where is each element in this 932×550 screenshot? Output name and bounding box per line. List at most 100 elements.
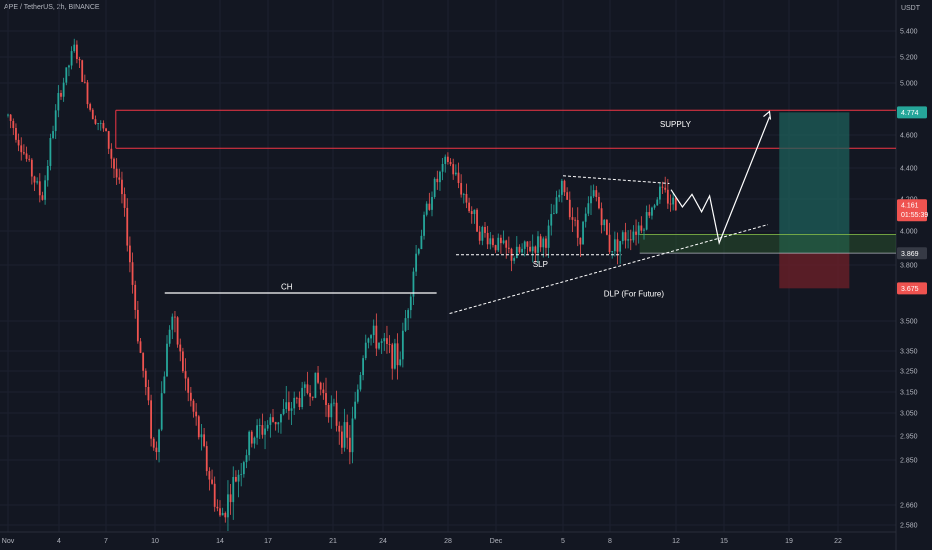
time-tick-label[interactable]: 21 xyxy=(329,538,337,545)
candle-body xyxy=(489,238,492,245)
price-tick-label[interactable]: 5.000 xyxy=(900,81,918,88)
candle-body xyxy=(288,402,290,411)
time-tick-label[interactable]: 28 xyxy=(444,538,452,545)
candle-body xyxy=(629,239,632,241)
candle-body xyxy=(399,359,402,366)
candle-body xyxy=(515,246,518,259)
candle-body xyxy=(386,338,388,344)
price-tick-label[interactable]: 5.200 xyxy=(900,55,918,62)
price-tick-label[interactable]: 4.600 xyxy=(900,133,918,140)
candle-body xyxy=(606,219,608,235)
slp-label: SLP xyxy=(533,260,548,269)
price-tick-label[interactable]: 2.950 xyxy=(900,434,918,441)
candle-body xyxy=(523,241,526,249)
candle-body xyxy=(383,338,386,342)
candle-body xyxy=(621,232,624,242)
price-axis[interactable]: 5.4005.2005.0004.6004.4004.2004.0003.800… xyxy=(897,29,928,530)
candle-body xyxy=(600,208,603,226)
time-axis[interactable]: Nov 4 7 10 14 17 21 24 28 Dec 5 8 12 15 19 22 xyxy=(2,538,842,545)
candle-body xyxy=(672,197,675,205)
candle-body xyxy=(166,343,168,377)
price-tick-label[interactable]: 4.000 xyxy=(900,229,918,236)
price-tick-label[interactable]: 3.350 xyxy=(900,349,918,356)
time-tick-label[interactable]: 5 xyxy=(561,538,565,545)
candle-body xyxy=(359,375,362,390)
candle-body xyxy=(372,325,375,336)
candle-body xyxy=(555,197,558,214)
candle-body xyxy=(224,513,227,518)
time-tick-label[interactable]: 17 xyxy=(264,538,272,545)
candle-body xyxy=(269,417,272,425)
candles-layer xyxy=(7,38,677,531)
candle-body xyxy=(613,239,616,252)
candle-body xyxy=(89,104,92,110)
candle-body xyxy=(68,65,70,68)
price-tick-label[interactable]: 4.400 xyxy=(900,166,918,173)
projection-arrowhead xyxy=(763,110,772,120)
time-tick-label[interactable]: 4 xyxy=(57,538,61,545)
candle-body xyxy=(632,231,635,241)
price-tick-label[interactable]: 2.850 xyxy=(900,458,918,465)
supply-label: SUPPLY xyxy=(660,120,692,129)
candle-body xyxy=(15,127,17,140)
candle-body xyxy=(473,209,476,215)
time-tick-label[interactable]: Nov xyxy=(2,538,15,545)
time-tick-label[interactable]: 14 xyxy=(216,538,224,545)
candle-body xyxy=(110,148,113,159)
candle-body xyxy=(200,434,203,438)
candle-body xyxy=(587,203,590,214)
candle-body xyxy=(144,370,147,387)
candle-body xyxy=(611,251,614,253)
candle-body xyxy=(651,207,653,216)
time-tick-label[interactable]: 22 xyxy=(834,538,842,545)
candle-body xyxy=(99,122,102,124)
price-tick-label[interactable]: 3.800 xyxy=(900,263,918,270)
time-tick-label[interactable]: 19 xyxy=(785,538,793,545)
time-tick-label[interactable]: 24 xyxy=(379,538,387,545)
candle-body xyxy=(309,393,311,397)
candle-body xyxy=(25,153,28,159)
candle-body xyxy=(635,231,637,235)
candle-body xyxy=(129,245,131,263)
dlp-label: DLP (For Future) xyxy=(604,290,665,299)
candle-body xyxy=(348,437,351,453)
time-tick-label[interactable]: 12 xyxy=(672,538,680,545)
candle-body xyxy=(163,376,166,394)
candle-body xyxy=(470,211,473,215)
candle-body xyxy=(115,168,118,178)
price-tick-label[interactable]: 3.500 xyxy=(900,319,918,326)
time-tick-label[interactable]: Dec xyxy=(490,538,503,545)
candle-body xyxy=(102,122,105,129)
candle-body xyxy=(189,392,192,401)
stop-badge-text: 3.675 xyxy=(901,286,919,293)
candle-body xyxy=(447,156,449,162)
candle-body xyxy=(23,152,25,154)
candle-body xyxy=(195,411,198,417)
candle-body xyxy=(274,421,277,425)
candle-body xyxy=(240,474,243,475)
time-tick-label[interactable]: 8 xyxy=(608,538,612,545)
candle-body xyxy=(539,236,542,248)
candle-body xyxy=(603,219,606,226)
candle-body xyxy=(404,318,407,331)
price-tick-label[interactable]: 3.250 xyxy=(900,369,918,376)
price-tick-label[interactable]: 5.400 xyxy=(900,29,918,36)
candle-body xyxy=(253,437,256,444)
time-tick-label[interactable]: 7 xyxy=(104,538,108,545)
price-tick-label[interactable]: 3.050 xyxy=(900,411,918,418)
price-tick-label[interactable]: 2.580 xyxy=(900,523,918,530)
candle-body xyxy=(147,386,150,401)
time-tick-label[interactable]: 10 xyxy=(151,538,159,545)
price-tick-label[interactable]: 3.150 xyxy=(900,390,918,397)
time-tick-label[interactable]: 15 xyxy=(720,538,728,545)
candle-body xyxy=(20,145,23,153)
candle-body xyxy=(322,389,325,394)
candle-body xyxy=(537,236,539,253)
candle-body xyxy=(354,401,357,419)
price-tick-label[interactable]: 2.660 xyxy=(900,503,918,510)
candle-body xyxy=(608,234,611,253)
candle-body xyxy=(338,425,341,432)
candle-body xyxy=(280,414,282,423)
